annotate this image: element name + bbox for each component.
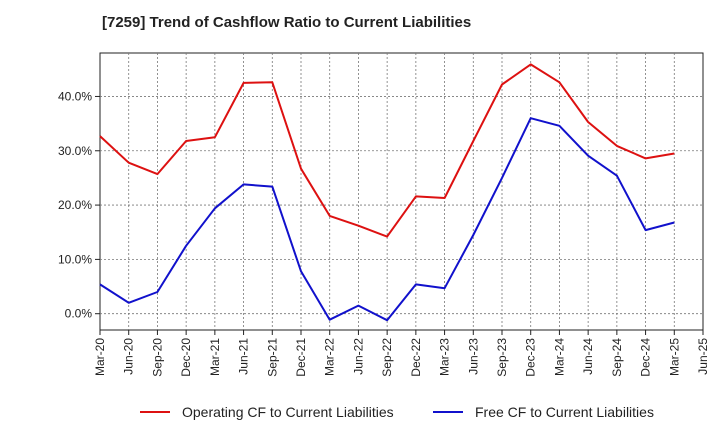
x-tick-label: Sep-23 [495,338,509,377]
x-tick-label: Mar-21 [208,338,222,376]
x-tick-label: Sep-24 [610,338,624,377]
y-tick-label: 40.0% [58,89,92,103]
x-tick-label: Mar-22 [323,338,337,376]
x-tick-label: Jun-20 [122,338,136,375]
x-tick-label: Jun-21 [237,338,251,375]
legend-label-free-cf: Free CF to Current Liabilities [475,404,654,420]
series-line-operating-cf [99,63,675,238]
legend-item-free-cf: Free CF to Current Liabilities [433,404,654,420]
x-tick-label: Jun-24 [581,338,595,375]
plot-area [99,52,704,331]
series-line-free-cf [99,117,675,322]
x-tick-label: Jun-23 [466,338,480,375]
series-lines [99,63,675,322]
x-tick-label: Dec-20 [179,338,193,377]
legend-item-operating-cf: Operating CF to Current Liabilities [140,404,394,420]
y-tick-label: 0.0% [65,307,93,321]
y-axis: 0.0% 10.0% 20.0% 30.0% 40.0% [58,89,100,321]
chart-title: [7259] Trend of Cashflow Ratio to Curren… [102,14,472,31]
legend-swatch-free-cf [433,411,463,413]
x-tick-label: Sep-21 [265,338,279,377]
x-tick-label: Jun-22 [351,338,365,375]
x-tick-label: Mar-25 [667,338,681,376]
x-tick-label: Mar-23 [438,338,452,376]
x-tick-label: Dec-21 [294,338,308,377]
legend-swatch-operating-cf [140,411,170,413]
x-tick-label: Mar-20 [93,338,107,376]
x-tick-label: Dec-24 [639,338,653,377]
x-tick-label: Dec-22 [409,338,423,377]
y-tick-label: 30.0% [58,144,92,158]
x-tick-label: Dec-23 [524,338,538,377]
x-axis: Mar-20 Jun-20 Sep-20 Dec-20 Mar-21 Jun-21 Sep-… [93,330,710,377]
legend-label-operating-cf: Operating CF to Current Liabilities [182,404,394,420]
y-tick-label: 10.0% [58,252,92,266]
x-tick-label: Mar-24 [552,338,566,376]
y-tick-label: 20.0% [58,198,92,212]
x-tick-label: Sep-20 [150,338,164,377]
x-tick-label: Sep-22 [380,338,394,377]
grid-lines [100,53,703,330]
x-tick-label: Jun-25 [696,338,710,375]
